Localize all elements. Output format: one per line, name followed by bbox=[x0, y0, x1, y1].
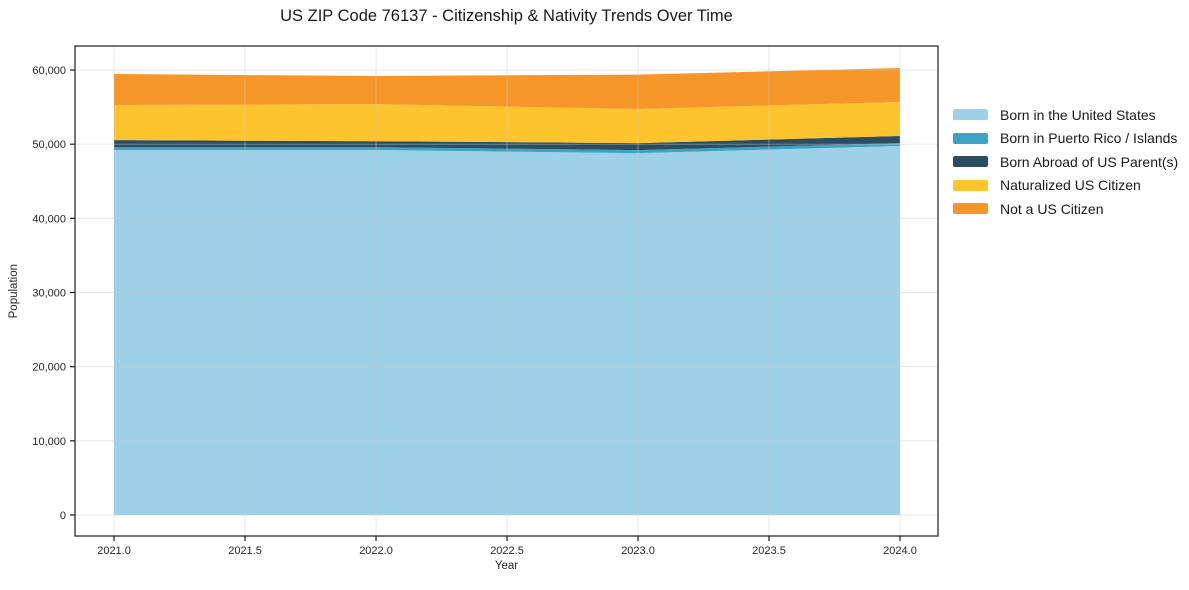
legend-label: Born Abroad of US Parent(s) bbox=[1000, 153, 1179, 170]
x-tick-label: 2021.5 bbox=[228, 545, 262, 557]
area-born-in-the-united-states bbox=[114, 146, 900, 515]
area-born-in-puerto-rico-islands bbox=[114, 143, 900, 154]
x-tick-label: 2023.5 bbox=[752, 545, 786, 557]
legend-item-not-a-us-citizen: Not a US Citizen bbox=[953, 197, 1178, 221]
legend-item-born-in-the-united-states: Born in the United States bbox=[953, 103, 1178, 127]
area-naturalized-us-citizen bbox=[114, 102, 900, 144]
area-born-abroad-of-us-parent-s bbox=[114, 136, 900, 151]
x-tick-label: 2023.0 bbox=[621, 545, 655, 557]
legend-item-born-abroad-of-us-parent-s: Born Abroad of US Parent(s) bbox=[953, 150, 1178, 174]
y-tick-label: 60,000 bbox=[32, 65, 66, 77]
x-tick-label: 2022.5 bbox=[490, 545, 524, 557]
x-axis-label: Year bbox=[494, 560, 519, 572]
legend-item-naturalized-us-citizen: Naturalized US Citizen bbox=[953, 174, 1178, 198]
legend-swatch-icon bbox=[953, 203, 988, 215]
legend: Born in the United States Born in Puerto … bbox=[953, 103, 1178, 221]
x-tick-label: 2021.0 bbox=[97, 545, 131, 557]
legend-swatch-icon bbox=[953, 156, 988, 168]
y-axis-label-wrap: Population bbox=[0, 46, 28, 536]
area-not-a-us-citizen bbox=[114, 68, 900, 109]
legend-swatch-icon bbox=[953, 109, 988, 121]
y-axis-label: Population bbox=[8, 263, 20, 319]
legend-item-born-in-puerto-rico-islands: Born in Puerto Rico / Islands bbox=[953, 127, 1178, 151]
y-tick-label: 40,000 bbox=[32, 213, 66, 225]
y-tick-label: 10,000 bbox=[32, 436, 66, 448]
chart-title: US ZIP Code 76137 - Citizenship & Nativi… bbox=[280, 7, 733, 25]
y-tick-label: 0 bbox=[60, 510, 66, 522]
legend-label: Naturalized US Citizen bbox=[1000, 177, 1141, 194]
x-tick-label: 2022.0 bbox=[359, 545, 393, 557]
x-tick-label: 2024.0 bbox=[883, 545, 917, 557]
y-tick-label: 20,000 bbox=[32, 362, 66, 374]
legend-label: Not a US Citizen bbox=[1000, 200, 1104, 217]
legend-label: Born in the United States bbox=[1000, 106, 1156, 123]
legend-swatch-icon bbox=[953, 179, 988, 191]
y-tick-label: 50,000 bbox=[32, 139, 66, 151]
legend-label: Born in Puerto Rico / Islands bbox=[1000, 130, 1178, 147]
legend-swatch-icon bbox=[953, 132, 988, 144]
y-tick-label: 30,000 bbox=[32, 288, 66, 300]
